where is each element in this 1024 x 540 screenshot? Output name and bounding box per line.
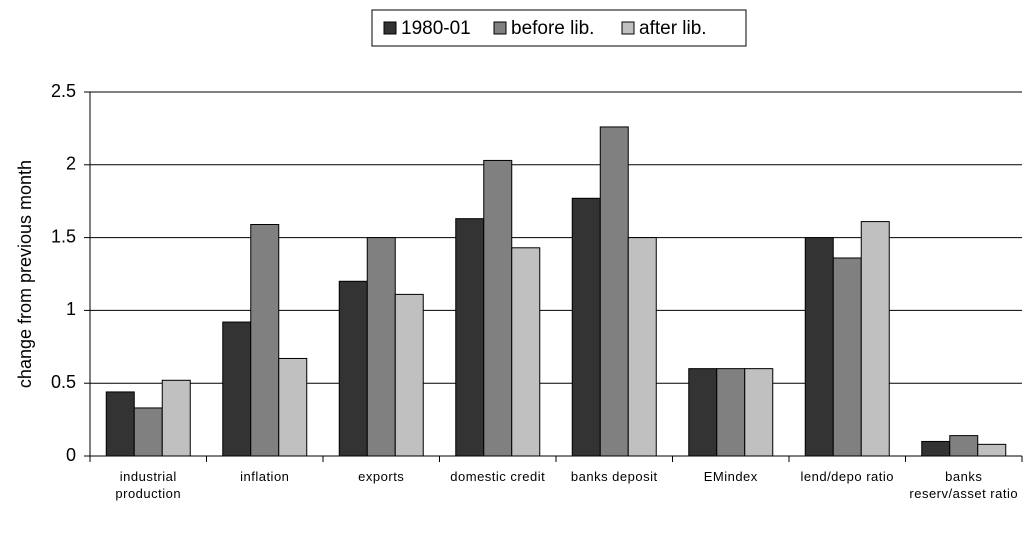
bar bbox=[455, 218, 485, 457]
bar bbox=[338, 280, 368, 457]
y-tick-label: 1.5 bbox=[51, 226, 76, 246]
legend-swatch bbox=[383, 21, 397, 35]
bar bbox=[627, 237, 657, 457]
x-tick-label: banks reserv/asset ratio bbox=[909, 469, 1019, 501]
bar bbox=[222, 321, 252, 457]
bar bbox=[105, 391, 135, 457]
x-tick-label: exports bbox=[358, 469, 405, 484]
x-tick-label: EMindex bbox=[703, 469, 758, 484]
bar bbox=[716, 368, 746, 457]
y-tick-label: 1 bbox=[66, 299, 76, 319]
bar bbox=[366, 237, 396, 457]
bar bbox=[571, 197, 601, 457]
legend-label: after lib. bbox=[639, 18, 707, 39]
legend-swatch bbox=[621, 21, 635, 35]
bar bbox=[278, 357, 308, 457]
y-tick-label: 0.5 bbox=[51, 372, 76, 392]
bar bbox=[860, 221, 890, 457]
bar bbox=[133, 407, 163, 457]
bar bbox=[744, 368, 774, 457]
bar bbox=[161, 379, 191, 457]
x-tick-label: industrial production bbox=[115, 469, 182, 501]
y-axis-label: change from previous month bbox=[15, 160, 35, 388]
legend-label: 1980-01 bbox=[401, 18, 471, 39]
y-tick-label: 2.5 bbox=[51, 81, 76, 101]
bar bbox=[511, 247, 541, 457]
legend-box bbox=[371, 9, 747, 47]
bar bbox=[483, 159, 513, 457]
y-tick-label: 2 bbox=[66, 154, 76, 174]
bar bbox=[921, 440, 951, 457]
legend-label: before lib. bbox=[511, 18, 594, 39]
bar bbox=[832, 257, 862, 457]
x-tick-label: domestic credit bbox=[450, 469, 546, 484]
x-tick-label: inflation bbox=[240, 469, 290, 484]
legend-swatch bbox=[493, 21, 507, 35]
bar bbox=[250, 223, 280, 457]
x-tick-label: banks deposit bbox=[570, 469, 658, 484]
bar bbox=[949, 435, 979, 457]
bar bbox=[804, 237, 834, 457]
y-tick-label: 0 bbox=[66, 445, 76, 465]
bar bbox=[599, 126, 629, 457]
bar bbox=[977, 443, 1007, 457]
bar bbox=[394, 293, 424, 457]
bar bbox=[688, 368, 718, 457]
x-tick-label: lend/depo ratio bbox=[800, 469, 894, 484]
